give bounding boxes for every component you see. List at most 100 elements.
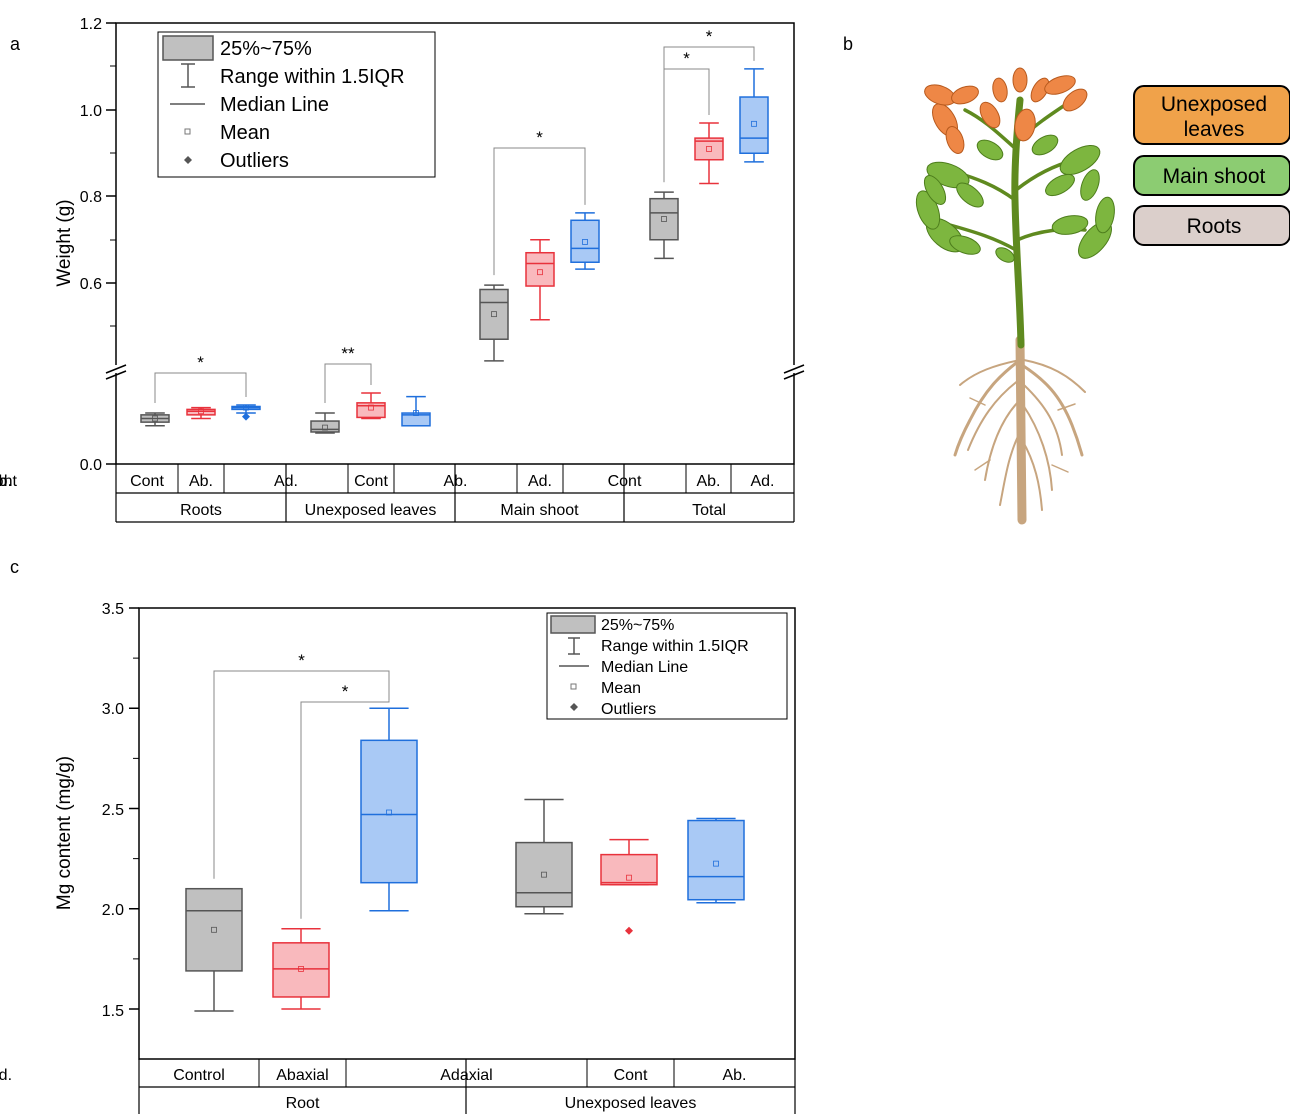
group-label: Main shoot: [500, 502, 579, 519]
legend-box-swatch: [162, 35, 214, 61]
significance-label: **: [341, 344, 355, 363]
chart-a-ytick-label: 1.0: [80, 103, 102, 120]
outlier-marker: [625, 926, 633, 935]
significance-label: *: [536, 128, 543, 147]
legend-mean-symbol: [184, 128, 191, 135]
axis-break-mark-right: [783, 364, 805, 374]
category-label: Ab.: [0, 473, 12, 490]
label-main-shoot: Main shoot: [1163, 165, 1266, 188]
chart-c-ytick-label: 2.5: [102, 802, 124, 819]
category-label: Ab.: [189, 473, 213, 490]
significance-label: *: [683, 49, 690, 68]
category-label: Cont: [130, 473, 164, 490]
outlier-marker: [242, 412, 250, 421]
box-iqr: [401, 412, 431, 427]
label-box-roots: [1133, 205, 1290, 246]
mean-marker: [386, 809, 392, 816]
box-iqr: [570, 219, 600, 263]
chart-a-ytick-label: 0.0: [80, 457, 102, 474]
group-label: Roots: [180, 502, 222, 519]
green-leaves: [915, 134, 1115, 263]
mean-marker: [243, 404, 249, 411]
mean-marker: [582, 239, 588, 245]
group-label: Unexposed leaves: [565, 1095, 697, 1112]
legend-outlier-symbol: [570, 703, 578, 711]
chart-a-significance: * *****: [154, 27, 755, 404]
category-label: Ab.: [696, 473, 720, 490]
legend-mean-symbol: [570, 683, 577, 690]
mean-marker: [626, 874, 632, 881]
mean-marker: [751, 120, 757, 127]
panel-letter-b: b: [843, 34, 853, 54]
significance-bracket: [663, 46, 755, 183]
axis-break-mark-left: [105, 364, 127, 374]
chart-a-ytick-label: 0.8: [80, 189, 102, 206]
roots-drawing: [953, 335, 1086, 525]
box-iqr: [687, 819, 745, 901]
significance-label: *: [298, 651, 305, 670]
group-label: Unexposed leaves: [305, 502, 437, 519]
chart-a-ylabel: Weight (g): [54, 199, 75, 286]
mean-marker: [413, 410, 419, 416]
category-label: Ad.: [0, 473, 12, 490]
mean-marker: [298, 966, 304, 972]
chart-c-ylabel: Mg content (mg/g): [54, 756, 75, 910]
category-label: Control: [173, 1067, 225, 1084]
chart-c-significance: **: [213, 651, 390, 919]
box-iqr: [515, 841, 573, 908]
orange-leaves: [924, 67, 1088, 154]
legend-label-box: 25%~75%: [601, 617, 674, 634]
significance-label: *: [706, 27, 713, 46]
chart-a-axis-break: [105, 364, 805, 380]
group-label: Root: [286, 1095, 320, 1112]
mean-marker: [322, 424, 328, 431]
box-iqr: [272, 942, 330, 998]
legend-label-mean: Mean: [601, 680, 641, 697]
mean-marker: [661, 216, 667, 222]
axis-break-mark-right: [783, 370, 805, 380]
mean-marker: [198, 408, 204, 415]
chart-c-y-axis: 1.5 2.0 2.5 3.0 3.5: [102, 601, 139, 1020]
label-unexposed-leaves-line2: leaves: [1184, 118, 1245, 141]
box-iqr: [600, 853, 658, 886]
legend-label-range: Range within 1.5IQR: [220, 66, 405, 88]
group-label: Total: [692, 502, 726, 519]
chart-c-ytick-label: 3.0: [102, 701, 124, 718]
legend-range-symbol: [568, 637, 580, 655]
chart-a-legend: 25%~75% Range within 1.5IQR Median Line …: [157, 31, 436, 178]
legend-label-box: 25%~75%: [220, 38, 312, 60]
legend-box-swatch: [550, 615, 596, 634]
chart-a-ytick-label: 1.2: [80, 16, 102, 33]
mean-marker: [541, 871, 547, 878]
mean-marker: [368, 404, 374, 411]
box-iqr: [479, 288, 509, 340]
chart-c-ytick-label: 1.5: [102, 1003, 124, 1020]
category-label: Ad.: [750, 473, 774, 490]
chart-a: Weight (g) 0.0 0.6 0.8 1.0 1.2: [0, 16, 805, 523]
label-box-unexposed-leaves: [1133, 85, 1290, 145]
mean-marker: [713, 860, 719, 867]
chart-c-legend: 25%~75% Range within 1.5IQR Median Line …: [546, 612, 788, 720]
plant-illustration: Unexposed leaves Main shoot Roots: [915, 67, 1290, 525]
chart-c: Mg content (mg/g) 1.5 2.0 2.5 3.0 3.5 **…: [0, 601, 796, 1116]
significance-bracket: [213, 670, 390, 879]
box-iqr: [186, 408, 216, 416]
significance-label: *: [197, 353, 204, 372]
chart-a-category-table: ContAb.Ad.ContAb.Ad.ContAb.Ad.ContAb.Ad.…: [0, 464, 795, 523]
mean-marker: [537, 269, 543, 276]
category-label: Ad.: [528, 473, 552, 490]
category-label: Adaxial: [440, 1067, 492, 1084]
box-iqr: [649, 197, 679, 241]
panel-letter-a: a: [10, 34, 21, 54]
chart-c-category-table: Control Abaxial Adaxial Cont Ab. Ad. Root Unexp…: [0, 1059, 796, 1116]
category-label: Abaxial: [276, 1067, 328, 1084]
legend-label-outliers: Outliers: [220, 150, 289, 172]
significance-bracket: [154, 372, 247, 404]
legend-outlier-symbol: [184, 156, 192, 164]
significance-bracket: [300, 700, 390, 919]
label-unexposed-leaves-line1: Unexposed: [1161, 93, 1267, 116]
label-box-main-shoot: [1133, 155, 1290, 196]
legend-range-symbol: [181, 63, 195, 88]
category-label: Cont: [608, 473, 642, 490]
